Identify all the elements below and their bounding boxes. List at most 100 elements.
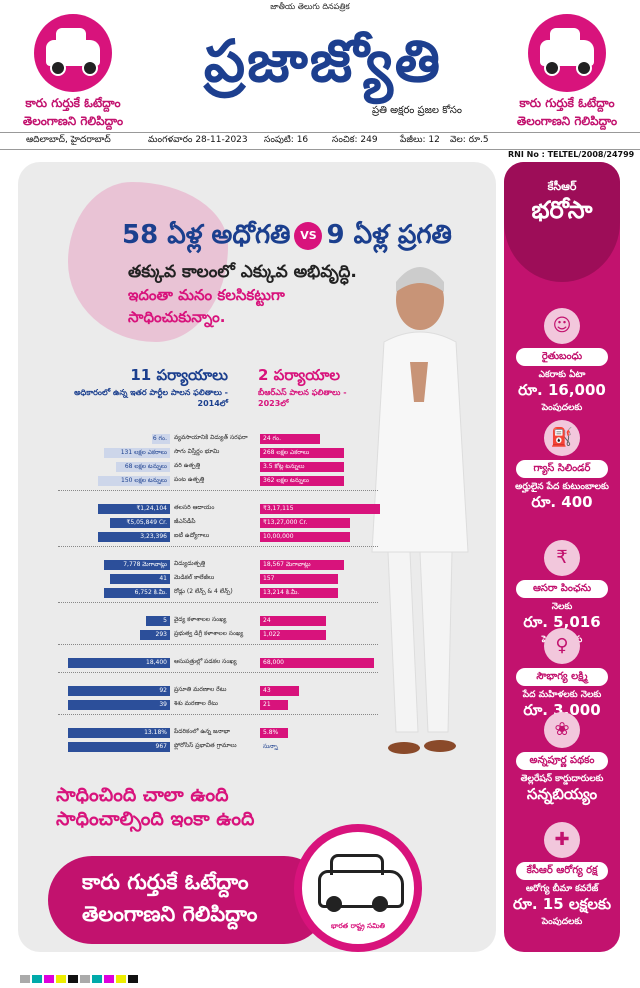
ear-line-2: తెలంగాణని గెలిపిద్దాం [516, 114, 618, 128]
left-value-bar: ₹5,05,849 Cr. [110, 518, 170, 528]
left-value-bar: ₹1,24,104 [98, 504, 170, 514]
section-divider [58, 672, 378, 673]
comparison-row: 967 ఫ్లోరోసిస్ ప్రభావిత గ్రామాలు సున్నా [18, 740, 496, 754]
sidebar-item-title: ఆసరా పింఛను [516, 580, 608, 598]
left-value-bar: 92 [68, 686, 170, 696]
right-value-bar: 157 [260, 574, 338, 584]
comparison-row: 68 లక్షల టన్నులు వరి ఉత్పత్తి 3.5 కోట్ల టన… [18, 460, 496, 474]
sidebar-item-title: రైతుబంధు [516, 348, 608, 366]
sidebar-item-title: అన్నపూర్ణ పథకం [516, 752, 608, 770]
comparison-row: 293 ప్రభుత్వ డిగ్రీ కళాశాలల సంఖ్య 1,022 [18, 628, 496, 642]
comparison-label: శిశు మరణాల రేటు [174, 700, 218, 707]
section-divider [58, 546, 378, 547]
comparison-label: ప్రభుత్వ డిగ్రీ కళాశాలల సంఖ్య [174, 630, 244, 637]
left-value-bar: 293 [140, 630, 170, 640]
party-name: భారత రాష్ట్ర సమితి [331, 922, 385, 930]
rice-icon: ❀ [544, 712, 580, 748]
health-icon: ✚ [544, 822, 580, 858]
comparison-row: 150 లక్షల టన్నులు పంట ఉత్పత్తి 362 లక్షల ట… [18, 474, 496, 488]
left-column-header: 11 పర్యాయాలు అధికారంలో ఉన్న ఇతర పార్టీల … [58, 366, 228, 410]
volume: సంపుటి: 16 [264, 135, 309, 145]
woman-icon: ♀ [544, 628, 580, 664]
vote-banner-line-1: కారు గుర్తుకే ఓటేద్దాం [82, 870, 249, 894]
right-value-bar: 10,00,000 [260, 532, 350, 542]
comparison-label: మెడికల్ కాలేజీలు [174, 574, 215, 581]
comparison-label: రోడ్లు (2 లేన్స్ & 4 లేన్స్) [174, 588, 233, 595]
comparison-row: ₹1,24,104 తలసరి ఆదాయం ₹3,17,115 [18, 502, 496, 516]
car-logo-icon [34, 14, 112, 92]
sidebar-item: ✚ కేసీఆర్ ఆరోగ్య రక్ష ఆరోగ్య బీమా కవరేజ్ రూ… [504, 822, 620, 928]
car-logo-icon [528, 14, 606, 92]
sidebar-item-desc2: పెంపుదలకు [541, 917, 583, 927]
ear-line-2: తెలంగాణని గెలిపిద్దాం [22, 114, 124, 128]
sidebar-item-value: రూ. 400 [531, 493, 593, 511]
comparison-row: 18,400 ఆసుపత్రుల్లో పడకల సంఖ్య 68,000 [18, 656, 496, 670]
headline-right: 9 ఏళ్ల ప్రగతి [326, 220, 452, 250]
sidebar-item-desc: తెల్లరేషన్ కార్డుదారులకు [520, 774, 604, 784]
left-value-bar: 5 [146, 616, 170, 626]
sidebar-item-desc: నెలకు [551, 602, 573, 612]
right-value-bar: 3.5 కోట్ల టన్నులు [260, 462, 344, 472]
sidebar-item: ♀ సౌభాగ్య లక్ష్మి పేద మహిళలకు నెలకు రూ. 3,0… [504, 628, 620, 723]
left-value-bar: 131 లక్షల ఎకరాలు [104, 448, 170, 458]
right-value-bar: ₹13,27,000 Cr. [260, 518, 350, 528]
left-value-bar: 150 లక్షల టన్నులు [98, 476, 170, 486]
vote-banner [48, 856, 328, 944]
right-value-bar: 362 లక్షల టన్నులు [260, 476, 344, 486]
party-car-symbol: భారత రాష్ట్ర సమితి [294, 824, 422, 952]
section-divider [58, 490, 378, 491]
dateline: ఆదిలాబాద్, హైదరాబాద్ మంగళవారం 28-11-2023… [0, 132, 640, 150]
pension-icon: ₹ [544, 540, 580, 576]
section-divider [58, 644, 378, 645]
subheadline-3: సాధించుకున్నాం. [128, 308, 226, 326]
car-icon [330, 854, 384, 875]
pages: పేజీలు: 12 [400, 135, 440, 145]
right-value-bar: 5.8% [260, 728, 288, 738]
subheadline-1: తక్కువ కాలంలో ఎక్కువ అభివృద్ధి. [128, 262, 357, 282]
right-value-bar: 21 [260, 700, 288, 710]
comparison-row: 7,778 మెగావాట్లు విద్యుదుత్పత్తి 18,567 మె… [18, 558, 496, 572]
left-value-bar: 6,752 కి.మీ. [104, 588, 170, 598]
registration-strip [20, 968, 620, 983]
left-value-bar: 39 [68, 700, 170, 710]
rni-number: RNI No : TELTEL/2008/24799 [508, 150, 635, 159]
comparison-label: వ్యవసాయానికి విద్యుత్ సరఫరా [174, 434, 248, 441]
right-value-bar: ₹3,17,115 [260, 504, 380, 514]
slogan-line-1: సాధించింది చాలా ఉంది [56, 784, 229, 806]
comparison-label: ప్రసూతి మరణాల రేటు [174, 686, 227, 693]
sidebar-item-desc: ఎకరాకు ఏటా [538, 370, 586, 380]
headline: 58 ఏళ్ల అధోగతి VS 9 ఏళ్ల ప్రగతి [122, 220, 452, 256]
sidebar-item-desc: ఆరోగ్య బీమా కవరేజ్ [525, 884, 599, 894]
sidebar-item-value: సన్నబియ్యం [526, 785, 598, 803]
left-value-bar: 41 [110, 574, 170, 584]
sidebar-head-1: కేసీఆర్ [547, 180, 577, 193]
left-value-bar: 18,400 [68, 658, 170, 668]
left-value-bar: 13.18% [68, 728, 170, 738]
sidebar-head-2: భరోసా [531, 196, 593, 224]
comparison-row: 13.18% పేదరికంలో ఉన్న జనాభా 5.8% [18, 726, 496, 740]
right-value-bar: 13,214 కి.మీ. [260, 588, 338, 598]
sidebar-item: ❀ అన్నపూర్ణ పథకం తెల్లరేషన్ కార్డుదారులకు స… [504, 712, 620, 807]
left-ear-ad: కారు గుర్తుకే ఓటేద్దాం తెలంగాణని గెలిపిద… [14, 14, 132, 136]
telangana-map [68, 182, 228, 342]
comparison-row: 6,752 కి.మీ. రోడ్లు (2 లేన్స్ & 4 లేన్స్)… [18, 586, 496, 600]
left-value-bar: 6 గం. [152, 434, 170, 444]
right-value-bar: 18,567 మెగావాట్లు [260, 560, 344, 570]
left-column-title: 11 పర్యాయాలు [130, 366, 228, 384]
headline-left: 58 ఏళ్ల అధోగతి [122, 220, 291, 250]
left-column-subtitle: అధికారంలో ఉన్న ఇతర పార్టీల పాలన ఫలితాలు … [74, 388, 228, 408]
newspaper-logo: ప్రజాజ్యోతి [203, 27, 443, 95]
comparison-table: 6 గం. వ్యవసాయానికి విద్యుత్ సరఫరా 24 గం. 13… [18, 432, 496, 772]
right-ear-ad: కారు గుర్తుకే ఓటేద్దాం తెలంగాణని గెలిపిద… [508, 14, 626, 136]
sidebar-item-value: రూ. 15 లక్షలకు [512, 895, 612, 913]
right-value-bar: 43 [260, 686, 299, 696]
right-value-bar: 68,000 [260, 658, 374, 668]
price: వెల: రూ.5 [450, 135, 489, 145]
comparison-row: ₹5,05,849 Cr. జీఎస్‌డీపీ ₹13,27,000 Cr. [18, 516, 496, 530]
comparison-label: ఫ్లోరోసిస్ ప్రభావిత గ్రామాలు [174, 742, 237, 749]
masthead-tagline: జాతీయ తెలుగు దినపత్రిక [270, 2, 350, 11]
sidebar-item-desc2: పెంపుదలకు [541, 403, 583, 413]
comparison-label: పంట ఉత్పత్తి [174, 476, 205, 483]
comparison-label: వరి ఉత్పత్తి [174, 462, 201, 469]
vote-banner-line-2: తెలంగాణని గెలిపిద్దాం [82, 902, 258, 926]
